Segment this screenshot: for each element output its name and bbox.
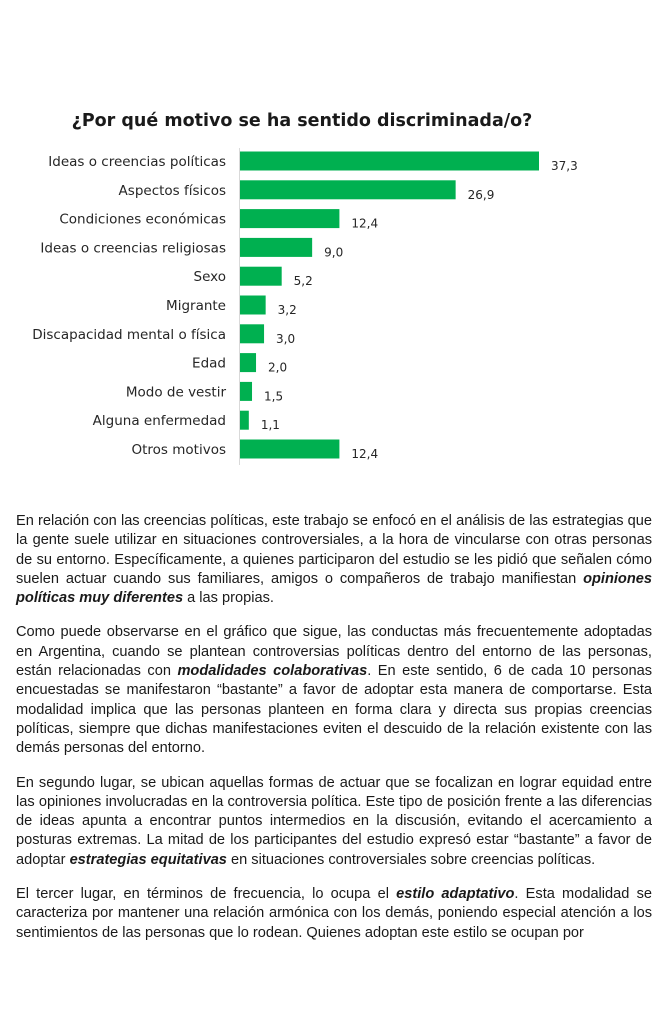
- data-label: 3,0: [276, 332, 295, 346]
- category-label: Ideas o creencias religiosas: [40, 240, 226, 256]
- category-label: Otros motivos: [132, 442, 227, 458]
- emphasis-text: estrategias equitativas: [69, 851, 227, 868]
- paragraph: El tercer lugar, en términos de frecuenc…: [16, 885, 652, 943]
- bar: [240, 439, 340, 459]
- emphasis-text: estilo adaptativo: [396, 886, 515, 903]
- bar: [240, 151, 539, 171]
- data-label: 12,4: [351, 217, 378, 231]
- text-run: En relación con las creencias políticas,…: [16, 513, 652, 587]
- data-label: 12,4: [351, 447, 378, 461]
- category-label: Ideas o creencias políticas: [48, 154, 226, 170]
- emphasis-text: modalidades colaborativas: [177, 663, 368, 680]
- bar: [240, 324, 265, 344]
- data-label: 9,0: [324, 245, 343, 259]
- data-label: 3,2: [278, 303, 297, 317]
- bar: [240, 353, 257, 373]
- text-run: Como puede observarse en el gráfico que …: [16, 624, 652, 680]
- data-label: 1,5: [264, 389, 283, 403]
- text-run: en situaciones controversiales sobre cre…: [226, 851, 596, 868]
- text-run: El tercer lugar, en términos de frecuenc…: [16, 886, 397, 903]
- bar: [240, 381, 253, 401]
- paragraph: En relación con las creencias políticas,…: [16, 512, 652, 608]
- data-label: 26,9: [468, 188, 495, 202]
- emphasis-text: opiniones políticas muy diferentes: [16, 570, 652, 607]
- data-label: 37,3: [551, 159, 578, 173]
- bar: [240, 237, 313, 257]
- bar: [240, 410, 249, 430]
- bar: [240, 209, 340, 229]
- text-run: . Esta modalidad se caracteriza por mant…: [16, 886, 652, 941]
- paragraph: Como puede observarse en el gráfico que …: [16, 623, 652, 758]
- text-run: En segundo lugar, se ubican aquellas for…: [16, 774, 652, 868]
- chart-title: ¿Por qué motivo se ha sentido discrimina…: [72, 111, 533, 131]
- category-label: Condiciones económicas: [59, 212, 226, 228]
- data-label: 2,0: [268, 361, 287, 375]
- category-label: Migrante: [166, 298, 226, 314]
- text-run: . En este sentido, 6 de cada 10 personas…: [16, 663, 653, 757]
- bar: [240, 266, 282, 286]
- category-label: Sexo: [194, 269, 226, 285]
- category-label: Aspectos físicos: [119, 183, 226, 199]
- bar: [240, 180, 456, 200]
- data-label: 5,2: [294, 274, 313, 288]
- category-label: Alguna enfermedad: [93, 413, 226, 429]
- data-label: 1,1: [261, 418, 280, 432]
- category-label: Edad: [192, 356, 226, 372]
- category-label: Discapacidad mental o física: [32, 327, 226, 343]
- text-run: a las propias.: [183, 590, 274, 607]
- bar: [240, 295, 266, 315]
- paragraph: En segundo lugar, se ubican aquellas for…: [16, 774, 652, 870]
- category-label: Modo de vestir: [126, 384, 227, 400]
- bar-chart: ¿Por qué motivo se ha sentido discrimina…: [32, 111, 578, 465]
- body-text: En relación con las creencias políticas,…: [16, 512, 652, 958]
